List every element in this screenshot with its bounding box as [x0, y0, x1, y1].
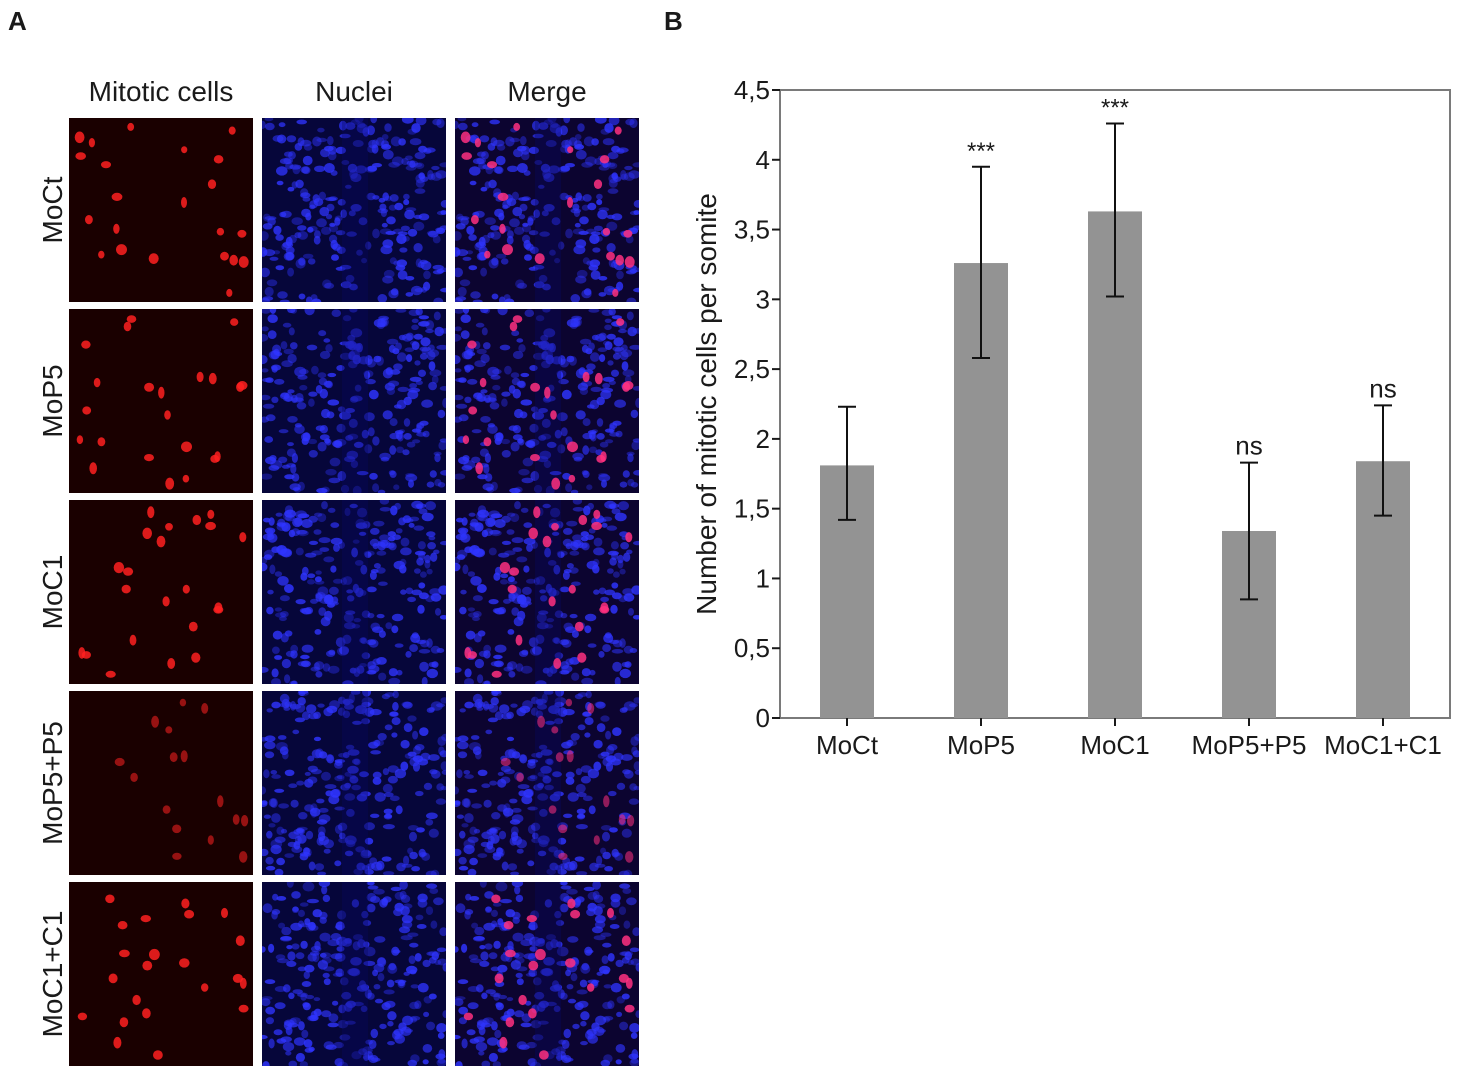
x-tick-label: MoP5+P5 — [1192, 730, 1307, 760]
micrograph-nuclei — [262, 882, 446, 1066]
row-label-moct: MoCt — [37, 176, 68, 244]
micrograph-mitotic — [69, 882, 253, 1066]
significance-label: *** — [967, 138, 995, 165]
y-tick-label: 4,5 — [734, 75, 770, 105]
x-tick-label: MoCt — [816, 730, 879, 760]
micrograph-merge — [455, 309, 639, 493]
x-tick-label: MoP5 — [947, 730, 1015, 760]
micrograph-merge — [455, 500, 639, 684]
micrograph-nuclei — [262, 691, 446, 875]
row-label-moc1-c1: MoC1+C1 — [37, 910, 68, 1038]
column-header-mitotic-cells: Mitotic cells — [88, 76, 234, 107]
row-label-mop5: MoP5 — [37, 364, 68, 438]
panel-b-letter: B — [664, 6, 683, 36]
y-tick-label: 2 — [756, 424, 770, 454]
y-tick-label: 0 — [756, 703, 770, 733]
micrograph-mitotic — [69, 309, 253, 493]
x-tick-label: MoC1 — [1080, 730, 1149, 760]
micrograph-mitotic — [69, 500, 253, 684]
x-axis: MoCt MoP5 MoC1 MoP5+P5 MoC1+C1 — [816, 718, 1442, 760]
micrograph-merge — [455, 691, 639, 875]
column-header-nuclei: Nuclei — [315, 76, 393, 107]
micrograph-merge — [455, 882, 639, 1066]
significance-label: ns — [1235, 431, 1262, 461]
y-tick-label: 0,5 — [734, 633, 770, 663]
column-header-merge: Merge — [507, 76, 587, 107]
row-label-moc1: MoC1 — [37, 554, 68, 630]
significance-label: *** — [1101, 94, 1129, 121]
panel-a-letter: A — [8, 6, 27, 36]
y-tick-label: 1,5 — [734, 494, 770, 524]
y-tick-label: 2,5 — [734, 354, 770, 384]
x-tick-label: MoC1+C1 — [1324, 730, 1442, 760]
y-tick-label: 3 — [756, 284, 770, 314]
y-axis-label: Number of mitotic cells per somite — [691, 193, 722, 615]
y-tick-label: 4 — [756, 145, 770, 175]
bars: *** *** ns ns — [820, 94, 1410, 718]
y-tick-label: 3,5 — [734, 215, 770, 245]
y-axis: 0 0,5 1 1,5 2 2,5 3 3,5 4 4,5 — [734, 75, 780, 733]
micrograph-mitotic — [69, 691, 253, 875]
micrograph-mitotic — [69, 118, 253, 302]
micrograph-nuclei — [262, 500, 446, 684]
significance-label: ns — [1369, 373, 1396, 403]
y-tick-label: 1 — [756, 563, 770, 593]
mitotic-cells-bar-chart: 0 0,5 1 1,5 2 2,5 3 3,5 4 4,5 *** *** ns ns MoCt MoP5… — [691, 75, 1451, 760]
micrograph-nuclei — [262, 118, 446, 302]
micrograph-merge — [455, 118, 639, 302]
micrograph-nuclei — [262, 309, 446, 493]
row-label-mop5-p5: MoP5+P5 — [37, 721, 68, 845]
